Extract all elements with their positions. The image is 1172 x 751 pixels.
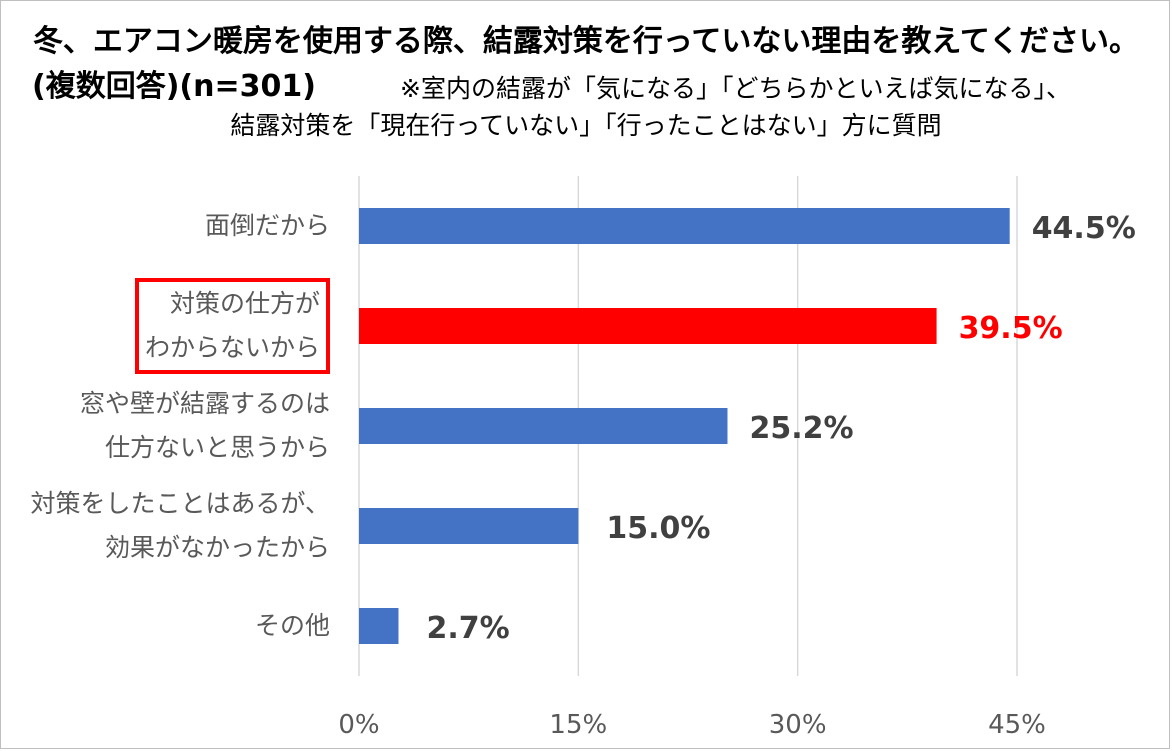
data-label: 2.7% — [426, 611, 509, 646]
bar — [359, 508, 579, 544]
data-label: 39.5% — [959, 311, 1063, 346]
chart-title: 冬、エアコン暖房を使用する際、結露対策を行っていない理由を教えてください。 — [32, 24, 1140, 59]
x-tick-label: 45% — [988, 710, 1046, 740]
category-label-line: 面倒だから — [204, 211, 330, 240]
category-label-line: 効果がなかったから — [104, 533, 330, 562]
data-label: 15.0% — [606, 511, 710, 546]
category-label-line: わからないから — [144, 333, 320, 362]
bar — [359, 608, 399, 644]
data-label: 44.5% — [1032, 211, 1136, 246]
category-label-line: 窓や壁が結露するのは — [79, 389, 330, 418]
category-label: その他 — [255, 604, 330, 648]
category-label-line: 仕方ないと思うから — [104, 433, 330, 462]
category-label: 対策の仕方がわからないから — [134, 278, 330, 374]
category-label: 面倒だから — [205, 204, 330, 248]
data-label: 25.2% — [749, 411, 853, 446]
category-label-line: 対策をしたことはあるが、 — [30, 489, 330, 518]
x-tick-label: 30% — [769, 710, 827, 740]
category-label-line: その他 — [254, 611, 330, 640]
chart-note-line2: 結露対策を「現在行っていない」「行ったことはない」方に質問 — [230, 111, 942, 140]
x-tick-label: 15% — [549, 710, 607, 740]
category-label: 対策をしたことはあるが、効果がなかったから — [30, 482, 330, 570]
bar — [359, 208, 1010, 244]
chart-subtitle-sample: (複数回答)(n=301) — [32, 69, 316, 104]
chart-note-line1: ※室内の結露が「気になる」「どちらかといえば気になる」、 — [400, 74, 1071, 103]
x-tick-label: 0% — [338, 710, 379, 740]
category-label-line: 対策の仕方が — [169, 289, 320, 318]
category-label: 窓や壁が結露するのは仕方ないと思うから — [80, 382, 330, 470]
bar — [359, 308, 937, 344]
bar — [359, 408, 728, 444]
